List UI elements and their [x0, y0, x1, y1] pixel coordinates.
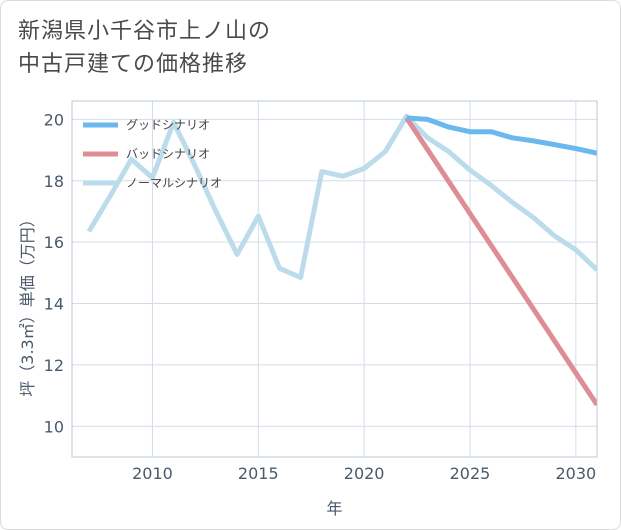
legend-label-1: バッドシナリオ — [126, 147, 210, 161]
y-axis-title: 坪（3.3㎡）単価（万円） — [18, 211, 37, 396]
chart-title: 新潟県小千谷市上ノ山の 中古戸建ての価格推移 — [18, 15, 271, 81]
plot-area-border — [71, 100, 598, 458]
y-tick-label: 12 — [44, 356, 64, 375]
x-tick-label: 2030 — [555, 464, 596, 483]
series-lines — [86, 113, 597, 407]
x-axis-title: 年 — [326, 499, 342, 518]
grid — [72, 101, 597, 457]
x-tick-label: 2025 — [450, 464, 491, 483]
series-line-0 — [406, 115, 597, 156]
x-tick-label: 2010 — [132, 464, 173, 483]
series-line-2 — [86, 113, 597, 280]
legend-label-0: グッドシナリオ — [126, 118, 210, 132]
series-line-1 — [404, 116, 597, 407]
chart-title-line-2: 中古戸建ての価格推移 — [18, 52, 249, 77]
y-tick-label: 18 — [44, 172, 64, 191]
y-tick-label: 14 — [44, 295, 64, 314]
axis-ticks: 2010 2015 2020 2025 2030 10 12 14 16 18 20 — [44, 110, 597, 483]
x-tick-label: 2020 — [344, 464, 385, 483]
chart-title-line-1: 新潟県小千谷市上ノ山の — [18, 19, 272, 44]
y-tick-label: 16 — [44, 233, 64, 252]
legend-label-2: ノーマルシナリオ — [126, 176, 222, 190]
x-tick-label: 2015 — [238, 464, 279, 483]
y-tick-label: 20 — [44, 110, 64, 129]
y-tick-label: 10 — [44, 417, 64, 436]
